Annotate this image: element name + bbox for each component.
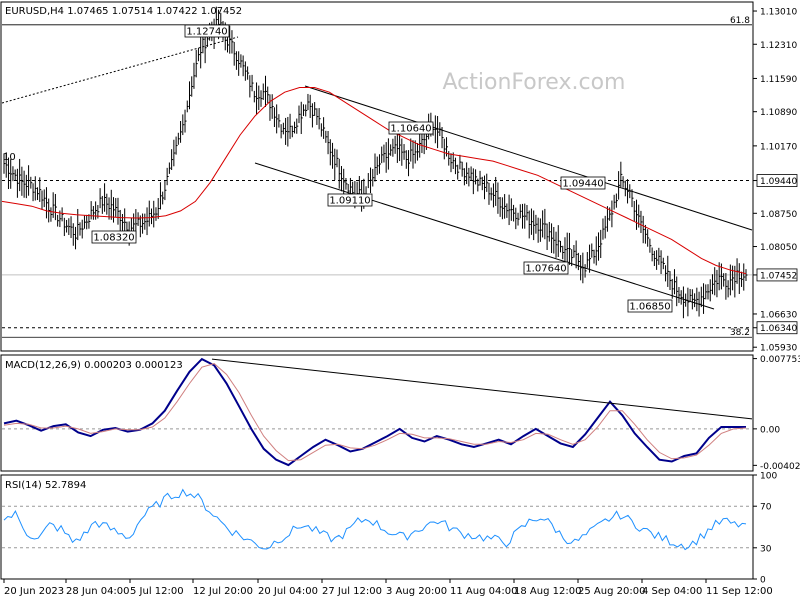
x-tick-label-10: 4 Sep 04:00	[642, 586, 702, 597]
price-tick-label-11: 1.05930	[760, 344, 797, 354]
rsi-panel: RSI(14) 52.7894 100 70 30 0	[0, 472, 777, 586]
rsi-tick-label-1: 70	[760, 503, 772, 513]
x-tick-label-7: 11 Aug 04:00	[450, 586, 517, 597]
macd-tick-label-1: 0.00	[760, 425, 780, 435]
fib-label-0: 61.8	[730, 16, 750, 26]
rsi-levels	[2, 505, 752, 549]
x-tick-label-9: 25 Aug 20:00	[578, 586, 645, 597]
price-label-box-2	[560, 176, 606, 190]
price-label-4: 1.08320	[93, 233, 134, 244]
rsi-tick-label-2: 30	[760, 544, 772, 554]
price-y-axis: 1.13010 1.12310 1.11590 1.10890 1.10170 1.094…	[753, 8, 797, 354]
fib-label-1: 38.2	[730, 328, 750, 338]
x-tick-label-0: 20 Jun 2023	[4, 586, 64, 597]
price-watermark: ActionForex.com	[443, 70, 626, 95]
price-label-box-5	[523, 261, 569, 275]
price-tick-label-9: 1.06630	[760, 310, 797, 320]
macd-y-axis: 0.007753 0.00 -0.004027	[753, 355, 800, 472]
price-tick-label-3: 1.10890	[760, 108, 797, 118]
rsi-y-axis: 100 70 30 0	[753, 472, 777, 586]
price-labels: 1.12740 1.10640 1.09440 1.09110 1.08320 1.076…	[3, 24, 673, 313]
rsi-header: RSI(14) 52.7894	[5, 480, 86, 491]
x-tick-label-3: 12 Jul 20:00	[193, 586, 253, 597]
edge-label: 10	[3, 152, 16, 163]
macd-signal-line	[3, 363, 747, 462]
macd-macd-line	[3, 357, 746, 467]
price-header: EURUSD,H4 1.07465 1.07514 1.07422 1.0745…	[5, 6, 242, 17]
rsi-tick-label-3: 0	[760, 576, 766, 586]
price-label-5: 1.07640	[525, 264, 566, 275]
price-label-6: 1.06850	[629, 302, 670, 313]
x-tick-label-6: 3 Aug 20:00	[386, 586, 447, 597]
trend-line-dotted	[1, 36, 239, 104]
price-tick-box-8	[756, 268, 798, 282]
x-tick-label-8: 18 Aug 12:00	[514, 586, 581, 597]
channel-lines	[1, 36, 753, 310]
price-label-box-3	[327, 193, 373, 207]
price-tick-label-6: 1.08750	[760, 210, 797, 220]
channel-upper-line	[304, 85, 753, 231]
macd-series	[3, 357, 753, 467]
fib-levels: 61.8 38.2	[2, 16, 752, 338]
price-label-0: 1.12740	[186, 27, 227, 38]
price-tick-label-4: 1.10170	[760, 142, 797, 152]
rsi-series	[3, 488, 747, 551]
price-label-box-6	[627, 299, 673, 313]
x-tick-label-4: 20 Jul 04:00	[258, 586, 318, 597]
channel-lower-line	[254, 162, 715, 310]
price-tick-label-2: 1.11590	[760, 75, 797, 85]
x-axis: 20 Jun 2023 28 Jun 04:00 5 Jul 12:00 12 Jul…	[3, 579, 773, 597]
x-tick-label-1: 28 Jun 04:00	[66, 586, 130, 597]
price-label-2: 1.09440	[562, 179, 603, 190]
price-label-3: 1.09110	[329, 196, 370, 207]
x-tick-label-5: 27 Jul 12:00	[322, 586, 382, 597]
price-label-box-1	[388, 121, 434, 135]
price-label-box-4	[91, 230, 137, 244]
price-tick-label-5: 1.09440	[760, 177, 797, 187]
price-tick-label-7: 1.08050	[760, 243, 797, 253]
moving-average-line	[1, 87, 747, 275]
macd-panel: MACD(12,26,9) 0.000203 0.000123 0.007753…	[0, 354, 800, 472]
price-tick-label-10: 1.06340	[760, 324, 797, 334]
x-tick-label-11: 11 Sep 12:00	[706, 586, 773, 597]
x-tick-label-2: 5 Jul 12:00	[130, 586, 184, 597]
price-tick-box-5	[756, 174, 798, 187]
price-label-box-0	[184, 24, 230, 38]
price-tick-label-1: 1.12310	[760, 41, 797, 51]
macd-tick-label-0: 0.007753	[760, 355, 800, 365]
price-tick-label-0: 1.13010	[760, 8, 797, 18]
price-tick-box-10	[756, 321, 798, 335]
macd-tick-label-2: -0.004027	[760, 462, 800, 472]
macd-header: MACD(12,26,9) 0.000203 0.000123	[5, 360, 183, 371]
price-panel: ActionForex.com EURUSD,H4 1.07465 1.0751…	[0, 1, 797, 354]
macd-trend-line	[211, 358, 753, 420]
price-tick-label-8: 1.07452	[760, 271, 797, 281]
key-levels	[2, 180, 752, 329]
rsi-line	[3, 488, 747, 551]
rsi-tick-label-0: 100	[760, 472, 777, 482]
price-label-1: 1.10640	[390, 124, 431, 135]
